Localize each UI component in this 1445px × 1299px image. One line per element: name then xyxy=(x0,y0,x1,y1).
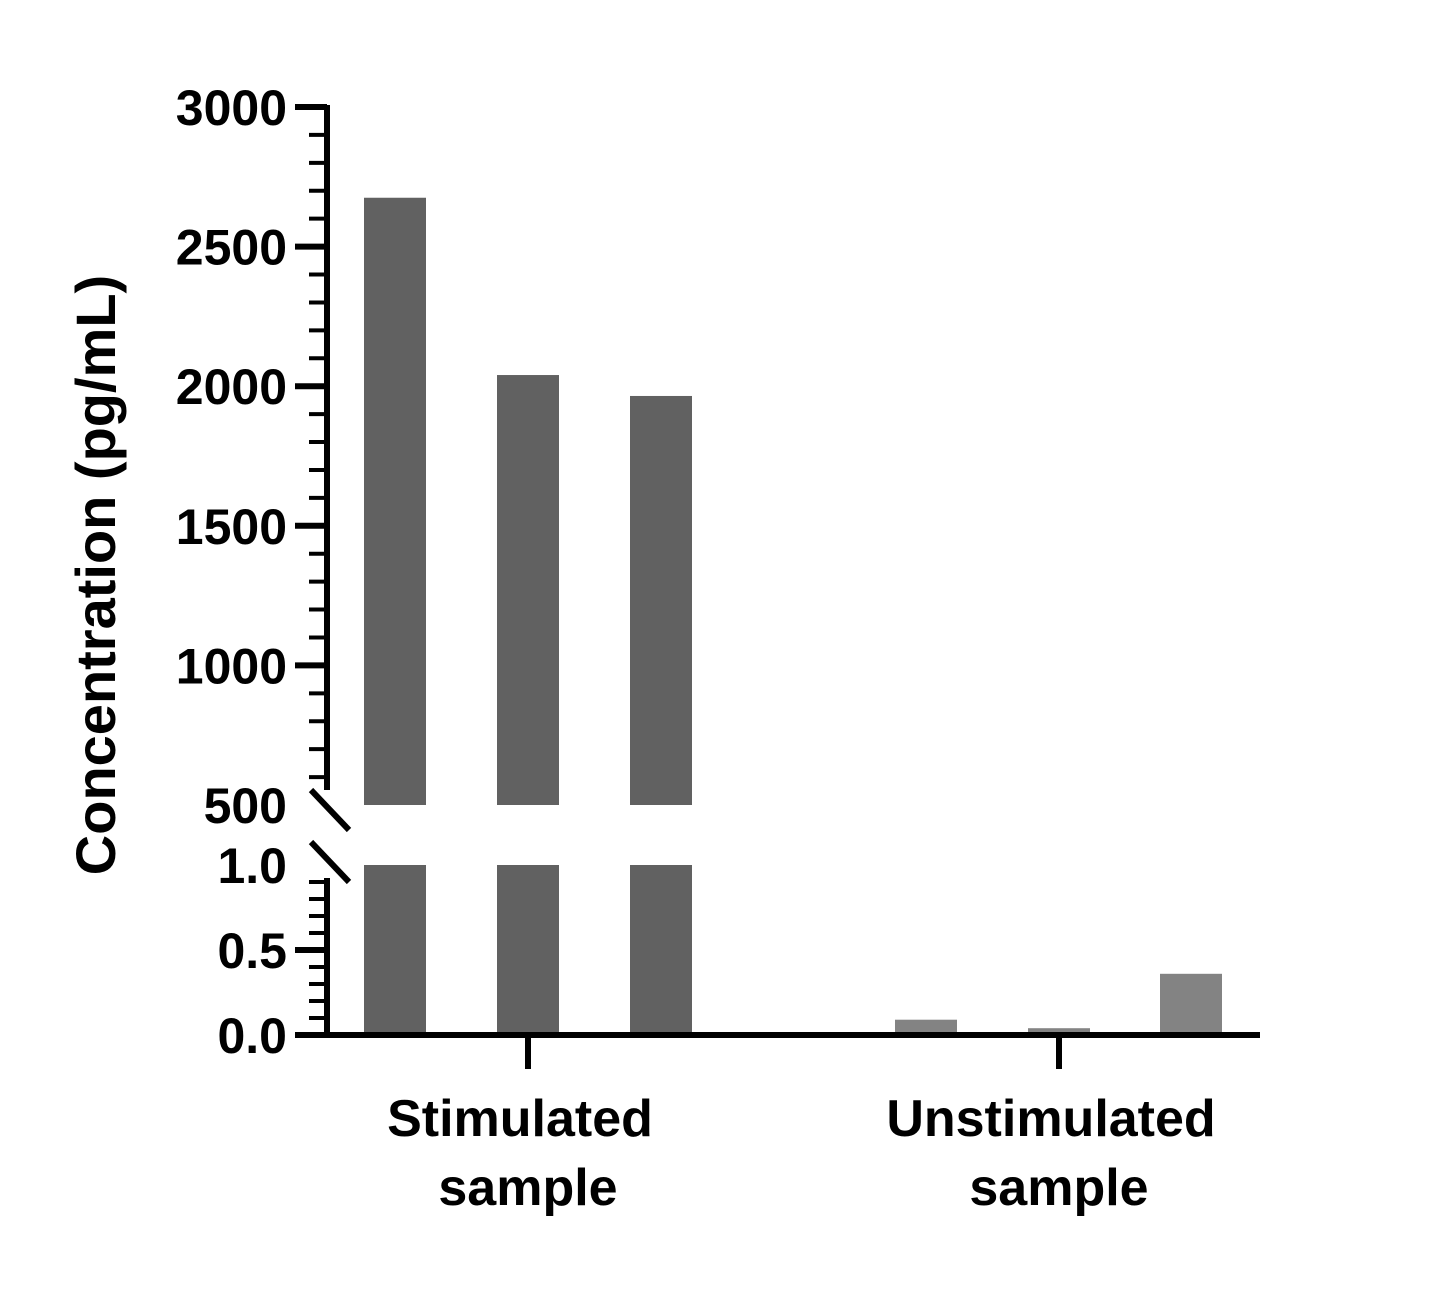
x-category-label-line1: Unstimulated xyxy=(886,1090,1215,1148)
y-tick-label: 2500 xyxy=(176,220,287,276)
axes-group xyxy=(295,104,1260,1069)
bar-lower-segment xyxy=(630,865,692,1035)
bar xyxy=(1160,973,1222,1035)
bar-lower-segment xyxy=(497,865,559,1035)
y-tick-label: 1500 xyxy=(176,499,287,555)
y-tick-label: 3000 xyxy=(176,80,287,136)
axis-break-mark-lower xyxy=(308,839,352,885)
labels-group: 500 1000 1500 2000 2500 3000 0.0 0.5 1.0 Stimulat… xyxy=(176,80,1216,1217)
bars-group xyxy=(364,197,1222,1035)
y-tick-label: 500 xyxy=(204,778,287,834)
y-axis-title: Concentration (pg/mL) xyxy=(64,275,127,875)
y-tick-label: 1000 xyxy=(176,638,287,694)
y-tick-label: 0.5 xyxy=(217,923,287,979)
x-category-label-line1: Stimulated xyxy=(387,1090,653,1148)
axis-break-mark-upper xyxy=(308,787,352,833)
y-tick-label: 0.0 xyxy=(217,1008,287,1064)
bar-upper-segment xyxy=(497,375,559,805)
y-tick-label: 2000 xyxy=(176,359,287,415)
bar xyxy=(1028,1028,1090,1035)
y-tick-label: 1.0 xyxy=(217,838,287,894)
bar-lower-segment xyxy=(364,865,426,1035)
bar-upper-segment xyxy=(630,395,692,805)
x-category-label-line2: sample xyxy=(438,1159,617,1217)
x-category-label-line2: sample xyxy=(969,1159,1148,1217)
bar-upper-segment xyxy=(364,197,426,806)
bar xyxy=(895,1019,957,1035)
